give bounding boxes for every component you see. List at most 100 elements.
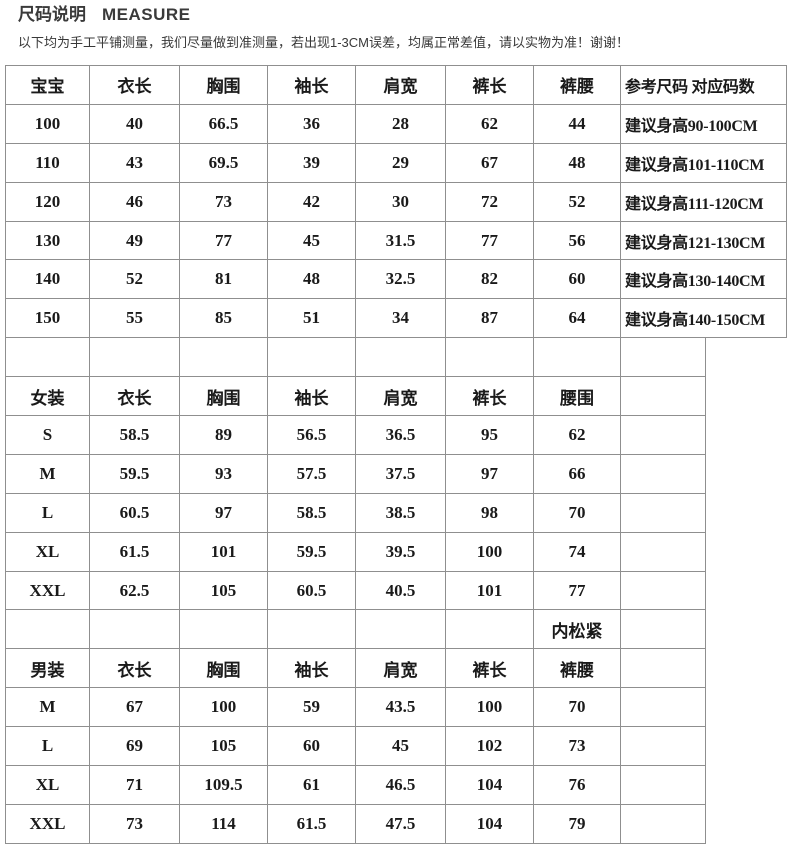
measure-cell: 31.5	[355, 220, 446, 261]
measure-cell: 40	[89, 103, 180, 144]
size-label-cell: M	[5, 453, 90, 494]
column-header-cell: 胸围	[179, 65, 268, 105]
measure-cell: 30	[355, 181, 446, 222]
column-header-cell: 胸围	[179, 376, 268, 417]
measure-cell: 77	[445, 220, 534, 261]
measure-cell: 52	[533, 181, 621, 222]
measure-cell: 97	[445, 453, 534, 494]
measure-cell: 51	[267, 298, 356, 339]
measure-cell: 60.5	[89, 492, 180, 533]
measure-cell: 56	[533, 220, 621, 261]
measure-cell: 48	[267, 259, 356, 300]
column-header-cell: 宝宝	[5, 65, 90, 105]
table-row: XXL 62.5 105 60.5 40.5 101 77	[5, 570, 787, 611]
column-header-cell: 裤长	[445, 65, 534, 105]
ghost-cell	[706, 338, 787, 377]
measure-cell	[179, 609, 268, 650]
column-header-cell: 衣长	[89, 65, 180, 105]
measure-cell: 36	[267, 103, 356, 144]
measure-cell	[620, 765, 706, 805]
table-row: M 59.5 93 57.5 37.5 97 66	[5, 453, 787, 494]
height-suggestion-cell: 建议身高140-150CM	[620, 298, 787, 339]
measure-cell	[89, 609, 180, 650]
measure-cell: 114	[179, 803, 268, 844]
column-header-cell: 裤腰	[533, 648, 621, 689]
measure-cell: 104	[445, 803, 534, 844]
measure-cell: 37.5	[355, 453, 446, 494]
measure-cell: 85	[179, 298, 268, 339]
measure-cell: 72	[445, 181, 534, 222]
spacer-cell	[267, 337, 356, 378]
measure-cell: 36.5	[355, 415, 446, 455]
size-label-cell: L	[5, 726, 90, 767]
spacer-cell	[355, 337, 446, 378]
ghost-cell	[706, 804, 787, 843]
table-row: 110 43 69.5 39 29 67 48 建议身高101-110CM	[5, 142, 787, 183]
measure-cell: 89	[179, 415, 268, 455]
measure-cell: 102	[445, 726, 534, 767]
size-label-cell: XL	[5, 531, 90, 572]
measure-cell: 43	[89, 142, 180, 183]
ghost-cell	[706, 416, 787, 455]
table-row: 宝宝 衣长 胸围 袖长 肩宽 裤长 裤腰 参考尺码 对应码数	[5, 65, 787, 105]
column-header-cell: 肩宽	[355, 648, 446, 689]
measure-cell: 101	[445, 570, 534, 611]
ghost-cell	[706, 493, 787, 532]
size-label-cell: 150	[5, 298, 90, 339]
measure-cell: 45	[267, 220, 356, 261]
measure-cell: 62	[445, 103, 534, 144]
table-row: 100 40 66.5 36 28 62 44 建议身高90-100CM	[5, 103, 787, 144]
measure-cell: 66.5	[179, 103, 268, 144]
ghost-cell	[706, 532, 787, 571]
measure-cell: 58.5	[267, 492, 356, 533]
measure-cell: 81	[179, 259, 268, 300]
measure-cell: 60	[533, 259, 621, 300]
measure-cell: 67	[445, 142, 534, 183]
size-label-cell: M	[5, 687, 90, 728]
ghost-cell	[706, 454, 787, 493]
page-title-cn: 尺码说明	[18, 5, 86, 24]
height-suggestion-cell: 建议身高121-130CM	[620, 220, 787, 261]
column-header-cell: 袖长	[267, 376, 356, 417]
table-row: XL 71 109.5 61 46.5 104 76	[5, 765, 787, 805]
measure-cell: 97	[179, 492, 268, 533]
measure-disclaimer: 以下均为手工平铺测量，我们尽量做到准测量，若出现1-3CM误差，均属正常差值，请…	[18, 35, 630, 50]
measure-cell	[445, 609, 534, 650]
spacer-cell	[620, 337, 706, 378]
column-header-cell	[620, 648, 706, 689]
measure-cell: 58.5	[89, 415, 180, 455]
size-label-cell: XXL	[5, 803, 90, 844]
column-header-cell: 腰围	[533, 376, 621, 417]
measure-cell: 70	[533, 492, 621, 533]
measure-cell: 64	[533, 298, 621, 339]
measure-cell: 69.5	[179, 142, 268, 183]
measure-cell: 104	[445, 765, 534, 805]
measure-cell: 73	[179, 181, 268, 222]
spacer-cell	[179, 337, 268, 378]
measure-cell: 76	[533, 765, 621, 805]
size-label-cell: 110	[5, 142, 90, 183]
measure-cell: 49	[89, 220, 180, 261]
table-row: 女装 衣长 胸围 袖长 肩宽 裤长 腰围	[5, 376, 787, 417]
measure-cell	[620, 609, 706, 650]
column-header-cell: 裤长	[445, 376, 534, 417]
measure-cell: 93	[179, 453, 268, 494]
size-label-cell: 120	[5, 181, 90, 222]
table-row: 男装 衣长 胸围 袖长 肩宽 裤长 裤腰	[5, 648, 787, 689]
measure-cell: 52	[89, 259, 180, 300]
table-row: 140 52 81 48 32.5 82 60 建议身高130-140CM	[5, 259, 787, 300]
measure-cell: 42	[267, 181, 356, 222]
measure-cell: 29	[355, 142, 446, 183]
measure-cell: 82	[445, 259, 534, 300]
measure-cell: 69	[89, 726, 180, 767]
table-row: L 69 105 60 45 102 73	[5, 726, 787, 767]
measure-cell: 100	[445, 531, 534, 572]
height-suggestion-cell: 建议身高130-140CM	[620, 259, 787, 300]
measure-cell: 48	[533, 142, 621, 183]
column-header-cell: 衣长	[89, 376, 180, 417]
measure-cell: 62	[533, 415, 621, 455]
measure-cell: 59	[267, 687, 356, 728]
measure-cell: 56.5	[267, 415, 356, 455]
measure-cell: 46	[89, 181, 180, 222]
measure-cell: 73	[89, 803, 180, 844]
